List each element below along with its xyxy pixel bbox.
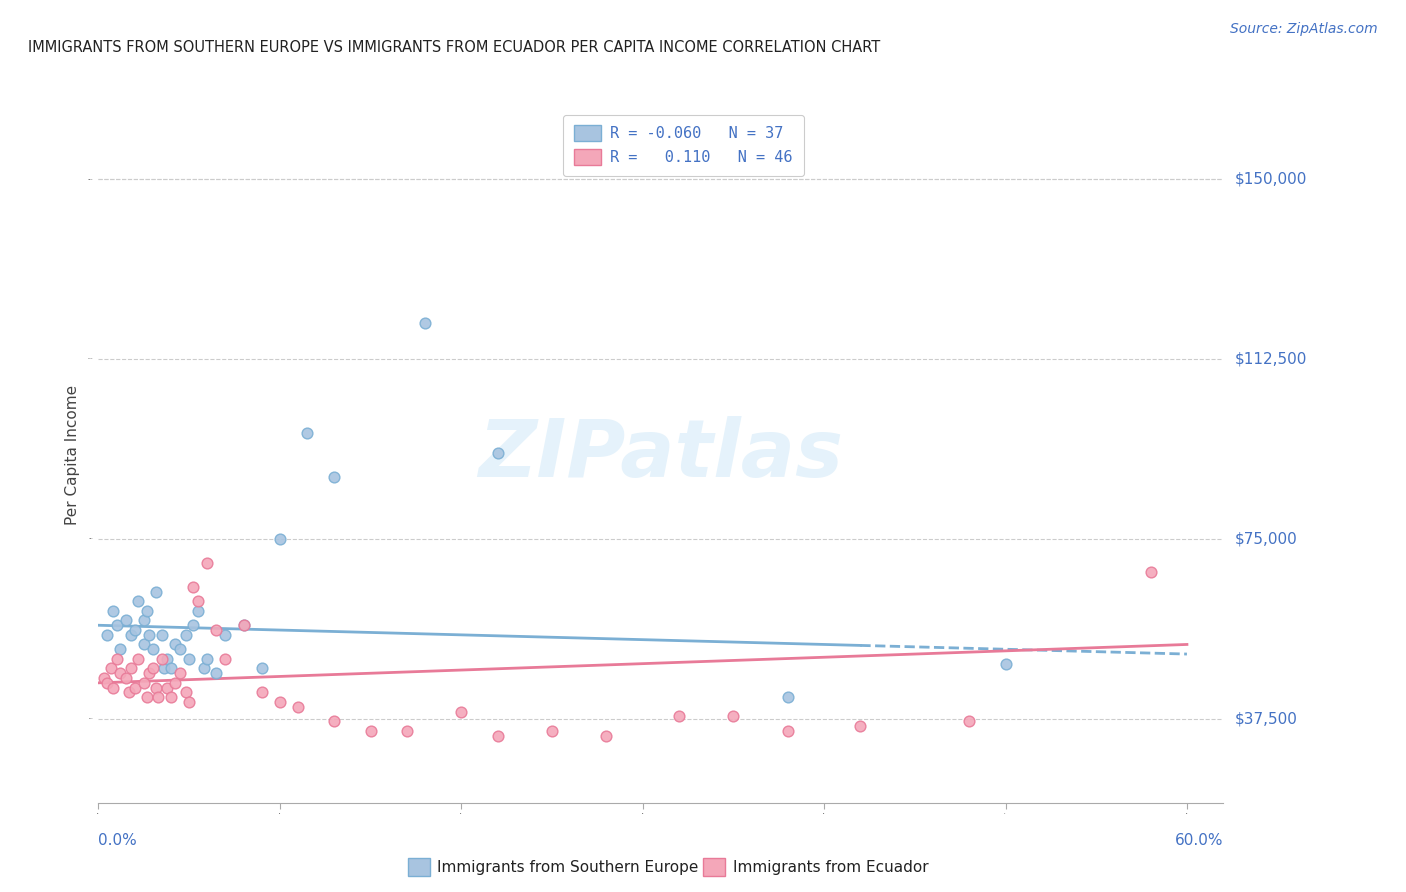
Point bbox=[142, 642, 165, 657]
Point bbox=[96, 628, 118, 642]
Point bbox=[323, 714, 346, 729]
Point bbox=[994, 657, 1017, 671]
Point bbox=[232, 618, 254, 632]
Point bbox=[150, 628, 173, 642]
Point bbox=[169, 666, 191, 681]
Point bbox=[132, 676, 155, 690]
Point bbox=[205, 623, 228, 637]
Point bbox=[250, 661, 273, 675]
Point bbox=[269, 695, 291, 709]
Point bbox=[163, 676, 186, 690]
Text: $150,000: $150,000 bbox=[1234, 171, 1306, 186]
Point bbox=[145, 584, 167, 599]
Point bbox=[181, 618, 204, 632]
Point bbox=[132, 614, 155, 628]
Point bbox=[174, 685, 197, 699]
Point bbox=[150, 652, 173, 666]
Point bbox=[179, 695, 201, 709]
Point bbox=[124, 681, 146, 695]
Point bbox=[541, 723, 564, 738]
Point bbox=[100, 661, 122, 675]
Point bbox=[127, 594, 149, 608]
Point bbox=[93, 671, 115, 685]
Point bbox=[136, 690, 159, 705]
Point bbox=[776, 690, 799, 705]
Point bbox=[160, 690, 183, 705]
Point bbox=[120, 661, 142, 675]
Text: Source: ZipAtlas.com: Source: ZipAtlas.com bbox=[1230, 22, 1378, 37]
Point bbox=[1139, 566, 1161, 580]
Point bbox=[323, 469, 346, 483]
Point bbox=[156, 652, 179, 666]
Point bbox=[214, 652, 236, 666]
Point bbox=[205, 666, 228, 681]
Point bbox=[193, 661, 215, 675]
Point bbox=[195, 556, 218, 570]
Point bbox=[101, 604, 124, 618]
Point bbox=[395, 723, 418, 738]
Point bbox=[132, 637, 155, 651]
Point bbox=[114, 614, 136, 628]
Legend: R = -0.060   N = 37, R =   0.110   N = 46: R = -0.060 N = 37, R = 0.110 N = 46 bbox=[562, 115, 804, 176]
Point bbox=[269, 532, 291, 546]
Point bbox=[138, 628, 160, 642]
Point bbox=[152, 661, 174, 675]
Point bbox=[595, 729, 617, 743]
Point bbox=[138, 666, 160, 681]
Point bbox=[142, 661, 165, 675]
Text: Immigrants from Southern Europe: Immigrants from Southern Europe bbox=[437, 861, 699, 875]
Text: IMMIGRANTS FROM SOUTHERN EUROPE VS IMMIGRANTS FROM ECUADOR PER CAPITA INCOME COR: IMMIGRANTS FROM SOUTHERN EUROPE VS IMMIG… bbox=[28, 40, 880, 55]
Text: $112,500: $112,500 bbox=[1234, 351, 1306, 367]
Point bbox=[148, 690, 170, 705]
Point bbox=[174, 628, 197, 642]
Text: 60.0%: 60.0% bbox=[1175, 833, 1223, 848]
Point bbox=[108, 666, 131, 681]
Point bbox=[136, 604, 159, 618]
Point bbox=[486, 729, 509, 743]
Point bbox=[413, 316, 436, 330]
Point bbox=[118, 685, 141, 699]
Point bbox=[127, 652, 149, 666]
Point bbox=[163, 637, 186, 651]
Point bbox=[450, 705, 472, 719]
Text: ZIPatlas: ZIPatlas bbox=[478, 416, 844, 494]
Point bbox=[101, 681, 124, 695]
Point bbox=[668, 709, 690, 723]
Point bbox=[179, 652, 201, 666]
Point bbox=[360, 723, 382, 738]
Point bbox=[214, 628, 236, 642]
Point bbox=[187, 604, 209, 618]
Text: Immigrants from Ecuador: Immigrants from Ecuador bbox=[733, 861, 928, 875]
Point bbox=[776, 723, 799, 738]
Point bbox=[957, 714, 980, 729]
Point bbox=[250, 685, 273, 699]
Text: 0.0%: 0.0% bbox=[98, 833, 138, 848]
Point bbox=[108, 642, 131, 657]
Point bbox=[287, 699, 309, 714]
Point bbox=[181, 580, 204, 594]
Point bbox=[96, 676, 118, 690]
Point bbox=[105, 618, 128, 632]
Text: $37,500: $37,500 bbox=[1234, 711, 1298, 726]
Point bbox=[232, 618, 254, 632]
Point bbox=[124, 623, 146, 637]
Point bbox=[160, 661, 183, 675]
Point bbox=[114, 671, 136, 685]
Point bbox=[486, 445, 509, 459]
Point bbox=[187, 594, 209, 608]
Point bbox=[169, 642, 191, 657]
Point bbox=[195, 652, 218, 666]
Point bbox=[156, 681, 179, 695]
Text: $75,000: $75,000 bbox=[1234, 532, 1298, 547]
Point bbox=[145, 681, 167, 695]
Y-axis label: Per Capita Income: Per Capita Income bbox=[65, 384, 80, 525]
Point bbox=[295, 426, 318, 441]
Point bbox=[723, 709, 745, 723]
Point bbox=[849, 719, 872, 733]
Point bbox=[105, 652, 128, 666]
Point bbox=[120, 628, 142, 642]
